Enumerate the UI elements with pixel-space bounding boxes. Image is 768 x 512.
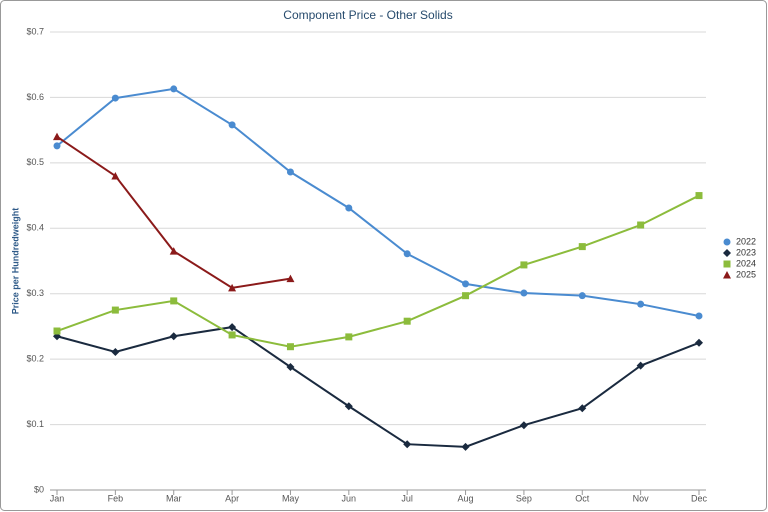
- point: [111, 347, 120, 356]
- point: [170, 85, 178, 93]
- point: [519, 421, 528, 430]
- point: [345, 204, 353, 212]
- point: [462, 280, 470, 288]
- point: [286, 362, 295, 371]
- series-line: [56, 326, 700, 448]
- y-tick-label: $0.5: [26, 157, 44, 167]
- legend-marker: [723, 260, 731, 268]
- point: [695, 338, 703, 347]
- point: [228, 331, 236, 339]
- point: [169, 247, 178, 255]
- x-tick-label: Dec: [691, 493, 708, 503]
- y-tick-label: $0.6: [26, 92, 44, 102]
- x-tick-label: Feb: [108, 493, 124, 503]
- point: [344, 402, 353, 411]
- point: [169, 332, 178, 341]
- point: [695, 312, 703, 320]
- chart-title: Component Price - Other Solids: [283, 8, 452, 22]
- y-axis-label: Price per Hundredweight: [10, 208, 20, 315]
- point: [578, 404, 587, 413]
- point: [111, 171, 120, 180]
- legend-label: 2022: [736, 236, 756, 246]
- point: [636, 361, 645, 370]
- point: [345, 333, 353, 341]
- legend-label: 2025: [736, 269, 756, 279]
- legend-marker: [723, 249, 731, 257]
- point: [170, 297, 178, 305]
- point: [403, 250, 411, 258]
- legend-marker: [723, 238, 731, 246]
- legend-label: 2024: [736, 258, 756, 268]
- point: [111, 94, 119, 102]
- series-line: [56, 194, 700, 348]
- point: [695, 192, 703, 200]
- point: [637, 221, 645, 229]
- legend-label: 2023: [736, 247, 756, 257]
- point: [520, 289, 528, 297]
- y-tick-label: $0.3: [26, 288, 44, 298]
- y-tick-label: $0.7: [26, 26, 44, 36]
- point: [578, 243, 586, 251]
- point: [228, 323, 237, 332]
- point: [286, 168, 294, 176]
- point: [637, 300, 645, 308]
- x-tick-label: Jun: [342, 493, 357, 503]
- point: [520, 261, 528, 269]
- y-tick-label: $0: [34, 484, 44, 494]
- point: [53, 132, 61, 141]
- y-tick-label: $0.1: [26, 419, 44, 429]
- point: [286, 343, 294, 351]
- point: [111, 306, 119, 314]
- x-tick-label: Mar: [166, 493, 182, 503]
- x-tick-label: May: [282, 493, 300, 503]
- point: [228, 283, 237, 292]
- series-line: [56, 87, 700, 317]
- x-tick-label: Sep: [516, 493, 532, 503]
- point: [578, 292, 586, 300]
- point: [53, 327, 61, 335]
- x-tick-label: Nov: [633, 493, 650, 503]
- x-tick-label: Jan: [50, 493, 65, 503]
- point: [461, 442, 470, 451]
- x-tick-label: Apr: [225, 493, 239, 503]
- y-tick-label: $0.2: [26, 354, 44, 364]
- y-tick-label: $0.4: [26, 223, 44, 233]
- x-tick-label: Oct: [575, 493, 590, 503]
- point: [228, 121, 236, 129]
- legend-marker: [723, 271, 731, 279]
- point: [403, 317, 411, 325]
- point: [53, 142, 61, 150]
- point: [462, 292, 470, 300]
- point: [403, 440, 412, 449]
- x-tick-label: Jul: [401, 493, 413, 503]
- point: [286, 274, 295, 283]
- x-tick-label: Aug: [458, 493, 474, 503]
